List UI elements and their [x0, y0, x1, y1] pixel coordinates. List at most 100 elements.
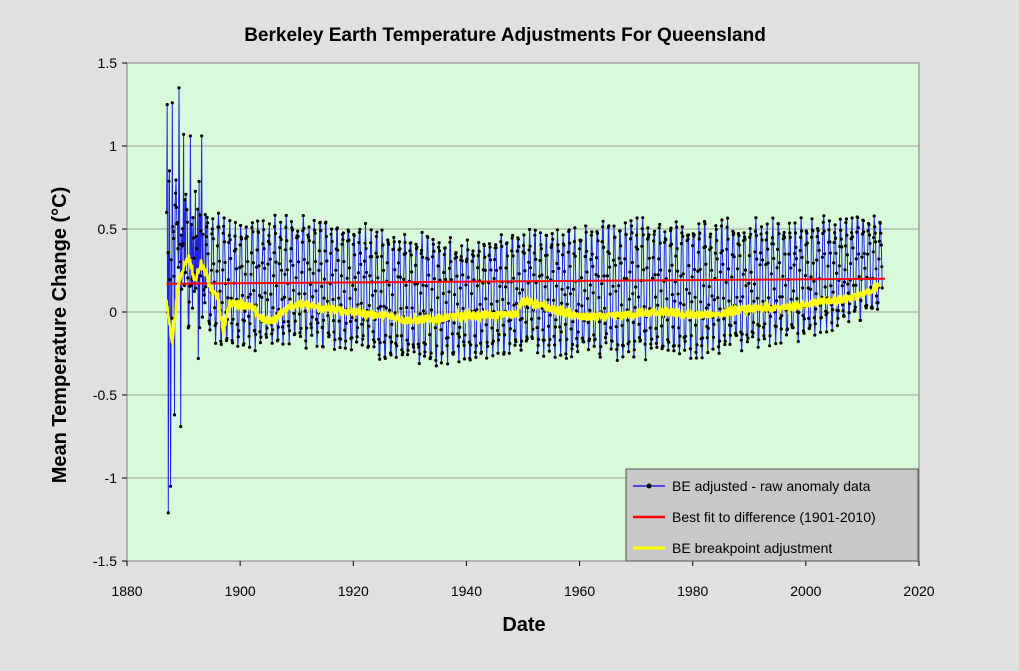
raw-data-point [611, 258, 616, 262]
raw-data-point [228, 238, 232, 242]
raw-data-point [490, 341, 494, 346]
raw-data-point [429, 355, 433, 359]
raw-data-point [537, 337, 541, 342]
raw-data-point [687, 291, 692, 295]
raw-data-point [499, 240, 503, 244]
raw-data-point [278, 246, 282, 250]
raw-data-point [677, 352, 682, 356]
raw-data-point [430, 255, 435, 259]
raw-data-point [555, 261, 559, 266]
raw-data-point [389, 340, 394, 344]
raw-data-point [525, 337, 529, 341]
raw-data-point [314, 289, 318, 293]
raw-data-point [179, 424, 183, 429]
raw-data-point [229, 256, 233, 261]
raw-data-point [227, 233, 231, 238]
raw-data-point [556, 243, 560, 247]
raw-data-point [697, 222, 701, 226]
raw-data-point [715, 239, 719, 243]
raw-data-point [553, 325, 558, 329]
raw-data-point [802, 317, 807, 321]
raw-data-point [667, 340, 671, 344]
raw-data-point [408, 249, 412, 253]
raw-data-point [341, 238, 345, 242]
raw-data-point [452, 350, 456, 354]
raw-data-point [788, 231, 792, 235]
raw-data-point [195, 247, 199, 251]
raw-data-point [206, 221, 210, 225]
raw-data-point [317, 268, 321, 272]
raw-data-point [782, 230, 786, 235]
raw-data-point [550, 243, 554, 247]
raw-data-point [399, 334, 403, 338]
raw-data-point [376, 306, 380, 310]
raw-data-point [657, 257, 661, 261]
raw-data-point [453, 293, 457, 297]
raw-data-point [556, 249, 561, 253]
raw-data-point [700, 344, 704, 348]
raw-data-point [637, 322, 641, 326]
raw-data-point [287, 342, 291, 346]
y-axis-title: Mean Temperature Change (°C) [49, 187, 71, 484]
raw-data-point [502, 350, 506, 355]
raw-data-point [356, 271, 361, 275]
raw-data-point [768, 344, 772, 348]
raw-data-point [789, 297, 793, 301]
raw-data-point [517, 245, 521, 249]
raw-data-point [436, 264, 440, 268]
raw-data-point [766, 247, 770, 251]
raw-data-point [658, 222, 662, 227]
raw-data-point [290, 228, 295, 232]
raw-data-point [874, 240, 878, 244]
raw-data-point [764, 238, 768, 242]
raw-data-point [540, 273, 544, 277]
raw-data-point [597, 295, 601, 300]
raw-data-point [532, 273, 536, 277]
raw-data-point [641, 216, 645, 220]
raw-data-point [711, 335, 716, 339]
raw-data-point [473, 350, 477, 354]
raw-data-point [880, 265, 884, 269]
raw-data-point [777, 232, 781, 236]
raw-data-point [419, 291, 423, 295]
raw-data-point [654, 326, 658, 330]
raw-data-point [670, 293, 675, 297]
raw-data-point [569, 292, 573, 296]
raw-data-point [592, 333, 596, 337]
raw-data-point [675, 247, 679, 251]
raw-data-point [801, 329, 806, 333]
raw-data-point [669, 226, 673, 230]
raw-data-point [351, 283, 355, 288]
raw-data-point [774, 324, 778, 329]
raw-data-point [505, 241, 509, 245]
raw-data-point [303, 292, 307, 296]
raw-data-point [694, 350, 698, 354]
raw-data-point [575, 344, 579, 348]
raw-data-point [875, 294, 879, 298]
raw-data-point [191, 216, 195, 220]
raw-data-point [379, 289, 383, 294]
raw-data-point [720, 218, 724, 222]
raw-data-point [340, 242, 344, 246]
raw-data-point [811, 261, 816, 265]
raw-data-point [518, 291, 522, 295]
raw-data-point [788, 235, 792, 239]
raw-data-point [271, 328, 275, 332]
raw-data-point [550, 232, 554, 236]
raw-data-point [428, 333, 432, 337]
raw-data-point [725, 247, 729, 251]
raw-data-point [420, 230, 424, 235]
raw-data-point [426, 257, 430, 261]
raw-data-point [600, 240, 604, 244]
raw-data-point [596, 239, 600, 243]
raw-data-point [500, 244, 504, 248]
raw-data-point [846, 291, 850, 295]
raw-data-point [822, 229, 826, 233]
raw-data-point [513, 343, 517, 347]
raw-data-point [354, 318, 358, 322]
raw-data-point [281, 325, 285, 329]
raw-data-point [674, 254, 678, 258]
raw-data-point [406, 342, 410, 346]
raw-data-point [190, 306, 195, 310]
raw-data-point [285, 239, 289, 243]
